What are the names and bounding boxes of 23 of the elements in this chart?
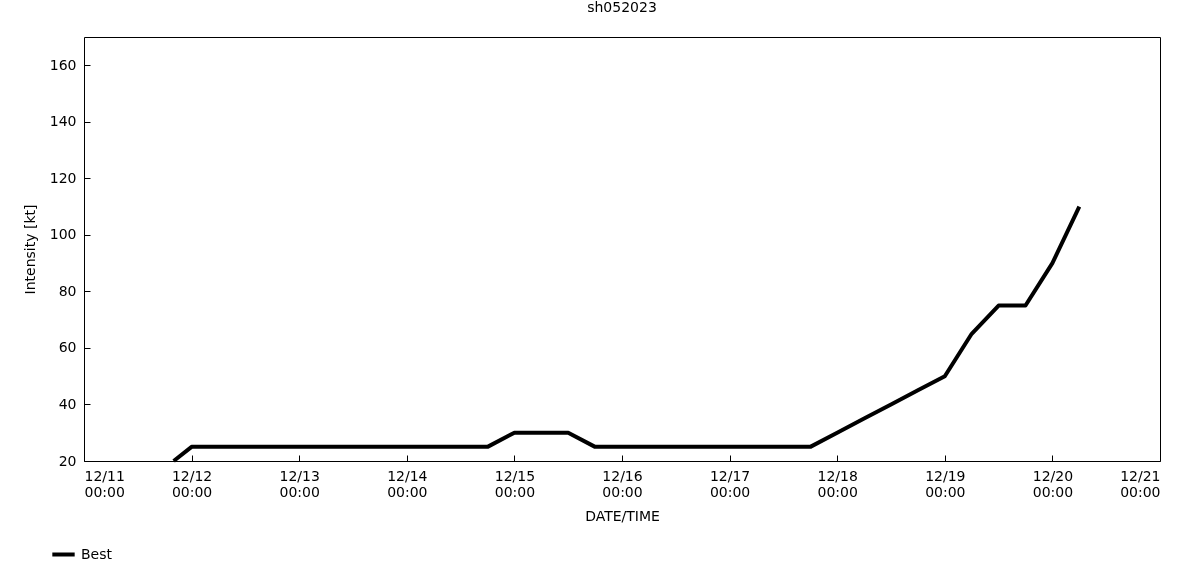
x-tick-label: 12/13 00:00: [279, 467, 320, 500]
y-axis-title: Intensity [kt]: [21, 204, 38, 295]
y-tick-label: 40: [58, 395, 77, 412]
x-tick-label: 12/15 00:00: [494, 467, 536, 500]
chart-title: sh052023: [587, 0, 657, 15]
x-axis-title: DATE/TIME: [585, 507, 660, 524]
x-tick-label: 12/18 00:00: [817, 467, 858, 500]
legend-label: Best: [81, 545, 113, 562]
x-tick-label: 12/14 00:00: [387, 467, 428, 500]
x-tick-label: 12/11 00:00: [84, 467, 125, 500]
y-tick-label: 80: [58, 282, 77, 299]
y-tick-label: 120: [49, 169, 77, 186]
x-tick-label: 12/21 00:00: [1120, 467, 1161, 500]
x-tick-label: 12/12 00:00: [171, 467, 213, 500]
x-tick-label: 12/16 00:00: [602, 467, 643, 500]
x-tick-label: 12/19 00:00: [925, 467, 966, 500]
y-tick-label: 140: [49, 113, 77, 130]
y-tick-label: 60: [58, 339, 77, 356]
y-tick-label: 100: [49, 226, 77, 243]
y-tick-label: 20: [58, 452, 77, 469]
y-tick-label: 160: [49, 56, 77, 73]
x-tick-label: 12/17 00:00: [709, 467, 751, 500]
x-tick-label: 12/20 00:00: [1032, 467, 1074, 500]
